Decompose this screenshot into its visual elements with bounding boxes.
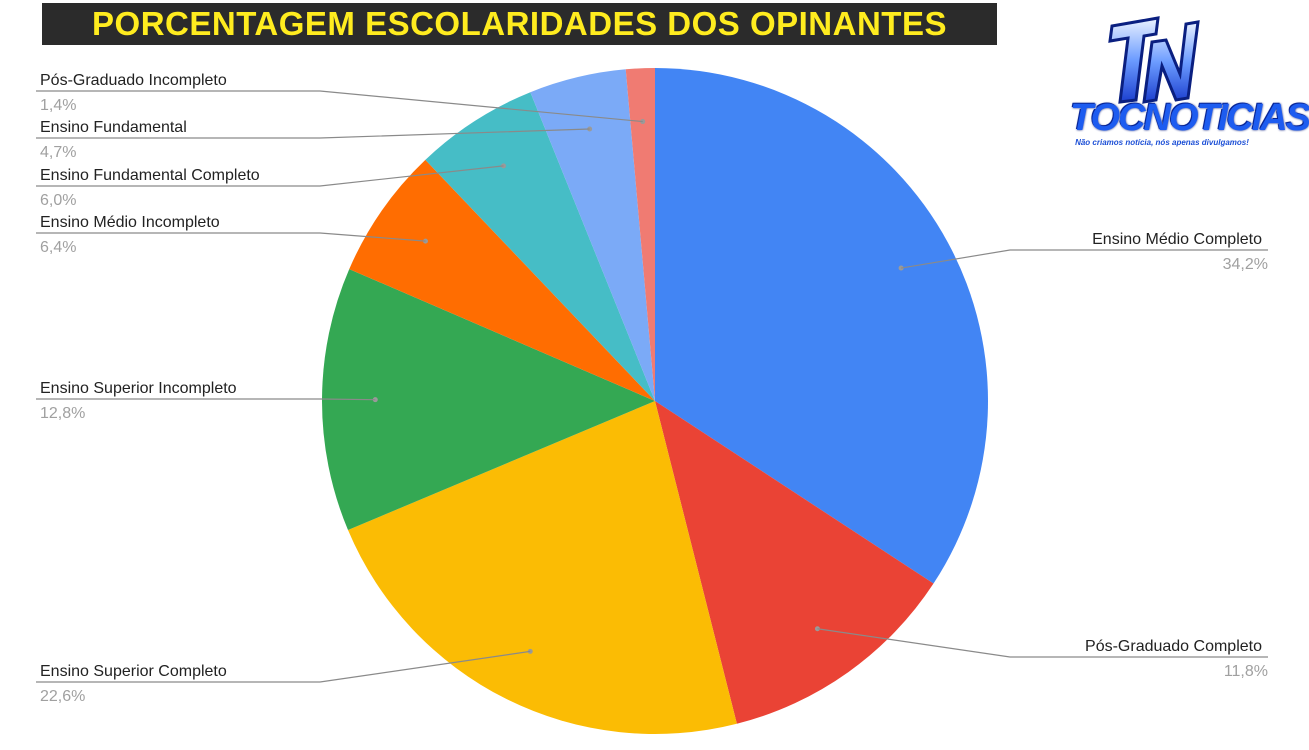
tocnoticias-logo-icon (1044, 16, 1304, 118)
logo-name: TOCNOTICIAS (1070, 97, 1309, 139)
pie-slices (321, 68, 988, 734)
pie-labels: Ensino Médio Completo 34,2% Pós-Graduado C… (36, 72, 1268, 705)
slice-value-label: 22,6% (40, 688, 85, 705)
leader-line (36, 398, 376, 401)
pie-slice (321, 269, 655, 531)
pie-slice (625, 68, 655, 401)
leader-line (36, 165, 504, 187)
slice-label: Pós-Graduado Incompleto (40, 72, 227, 89)
slice-value-label: 11,8% (1224, 663, 1268, 680)
slice-value-label: 12,8% (40, 405, 85, 422)
leader-line (36, 90, 643, 123)
logo-tagline: Não criamos notícia, nós apenas divulgam… (1075, 138, 1249, 147)
slice-label: Ensino Médio Completo (1092, 231, 1262, 248)
slice-label: Ensino Superior Completo (40, 663, 227, 680)
leader-line (901, 249, 1268, 269)
slice-label: Ensino Superior Incompleto (40, 380, 237, 397)
slice-value-label: 1,4% (40, 97, 76, 114)
pie-slice (530, 69, 655, 401)
pie-slice (348, 401, 737, 734)
slice-label: Ensino Médio Incompleto (40, 214, 220, 231)
slice-label: Ensino Fundamental (40, 119, 187, 136)
slice-value-label: 34,2% (1223, 256, 1268, 273)
pie-slice (655, 68, 988, 584)
slice-value-label: 6,4% (40, 239, 76, 256)
leader-line (36, 232, 426, 242)
chart-title: PORCENTAGEM ESCOLARIDADES DOS OPINANTES (92, 5, 947, 42)
slice-label: Pós-Graduado Completo (1085, 638, 1262, 655)
slice-label: Ensino Fundamental Completo (40, 167, 260, 184)
chart-title-bar: PORCENTAGEM ESCOLARIDADES DOS OPINANTES (42, 3, 997, 45)
pie-slice (349, 159, 655, 401)
pie-slice (655, 401, 934, 724)
slice-value-label: 6,0% (40, 192, 76, 209)
leader-line (817, 628, 1268, 658)
slice-value-label: 4,7% (40, 144, 76, 161)
leader-line (36, 650, 531, 683)
pie-slice (425, 92, 655, 402)
leader-line (36, 128, 590, 139)
